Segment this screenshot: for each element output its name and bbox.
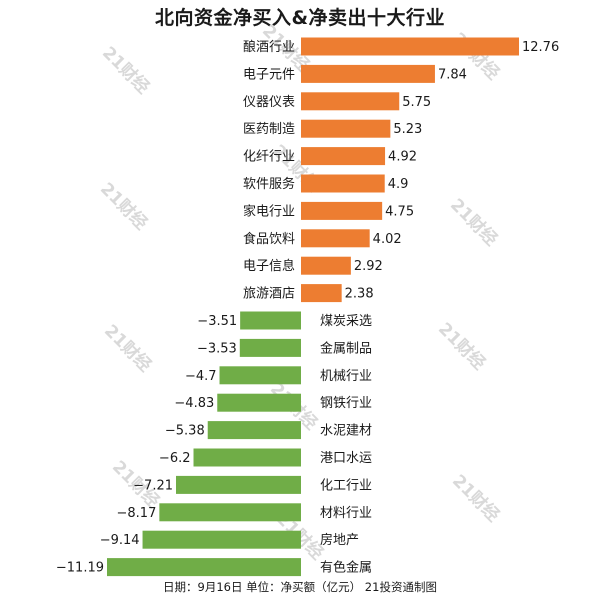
chart-title: 北向资金净买入&净卖出十大行业 (154, 7, 446, 29)
category-label: 机械行业 (320, 369, 372, 384)
bar-positive (301, 284, 342, 303)
bar-value-label: −3.53 (197, 341, 237, 356)
category-label: 金属制品 (320, 340, 372, 356)
bar-value-label: 4.75 (385, 204, 414, 219)
category-label: 家电行业 (243, 203, 295, 219)
bar-value-label: −9.14 (100, 533, 140, 548)
category-label: 有色金属 (320, 560, 372, 576)
bar-value-label: 2.92 (354, 259, 383, 274)
bar-value-label: −8.17 (117, 506, 157, 521)
bar-value-label: 4.9 (388, 177, 409, 192)
bar-positive (301, 119, 391, 138)
chart-footnote: 日期：9月16日 单位：净买额（亿元） 21投资通制图 (163, 580, 437, 594)
category-label: 酿酒行业 (243, 39, 295, 55)
bars-layer (107, 37, 519, 577)
bar-value-label: −5.38 (165, 424, 205, 439)
category-label: 旅游酒店 (243, 287, 295, 302)
bar-value-label: −4.83 (174, 396, 214, 411)
bar-positive (301, 147, 386, 166)
category-label: 水泥建材 (320, 424, 372, 439)
bar-negative (219, 366, 301, 385)
bar-value-label: 4.02 (373, 232, 402, 247)
watermark-text: 21财经 (448, 470, 504, 526)
bar-negative (217, 393, 301, 412)
bar-value-label: 2.38 (345, 287, 374, 302)
value-labels-layer: 12.76 7.84 5.75 5.23 4.92 4.9 4.75 4.02 2.92 2.38… (56, 40, 559, 576)
category-label: 化纤行业 (243, 150, 295, 165)
category-label: 医药制造 (243, 122, 295, 137)
bar-negative (240, 311, 301, 330)
bar-positive (301, 37, 519, 56)
bar-value-label: 7.84 (438, 67, 467, 82)
bar-value-label: −3.51 (197, 314, 237, 329)
watermark-text: 21财经 (96, 178, 152, 234)
bar-negative (107, 558, 301, 577)
bar-value-label: 4.92 (388, 150, 417, 165)
category-label: 港口水运 (320, 451, 372, 466)
watermark-text: 21财经 (100, 320, 156, 376)
category-label: 化工行业 (320, 478, 372, 493)
bar-negative (176, 475, 301, 494)
bar-value-label: −11.19 (56, 561, 104, 576)
bar-positive (301, 201, 383, 220)
bar-positive (301, 174, 385, 193)
bar-positive (301, 229, 370, 248)
watermark-text: 21财经 (98, 42, 154, 98)
bar-negative (239, 338, 301, 357)
bar-negative (193, 448, 301, 467)
category-label: 仪器仪表 (243, 95, 295, 110)
watermark-text: 21财经 (434, 318, 490, 374)
category-label: 房地产 (320, 532, 359, 548)
bar-negative (207, 421, 301, 440)
category-label: 电子信息 (243, 258, 295, 274)
bar-value-label: −7.21 (133, 478, 173, 493)
bar-positive (301, 92, 400, 111)
bar-positive (301, 256, 351, 275)
category-label: 材料行业 (320, 506, 372, 521)
bar-value-label: −6.2 (159, 451, 191, 466)
bar-value-label: 5.23 (393, 122, 422, 137)
bar-positive (301, 64, 435, 83)
bar-negative (159, 503, 301, 522)
category-label: 食品饮料 (243, 231, 295, 247)
watermark-text: 21财经 (446, 194, 502, 250)
bar-negative (142, 530, 301, 549)
category-label: 软件服务 (243, 176, 295, 192)
category-label: 电子元件 (243, 67, 295, 82)
category-label: 钢铁行业 (320, 396, 372, 411)
category-labels-layer: 酿酒行业电子元件仪器仪表医药制造化纤行业软件服务家电行业食品饮料电子信息旅游酒店… (243, 39, 372, 576)
bar-value-label: −4.7 (185, 369, 217, 384)
bar-value-label: 5.75 (402, 95, 431, 110)
bar-value-label: 12.76 (522, 40, 559, 55)
category-label: 煤炭采选 (320, 314, 372, 329)
